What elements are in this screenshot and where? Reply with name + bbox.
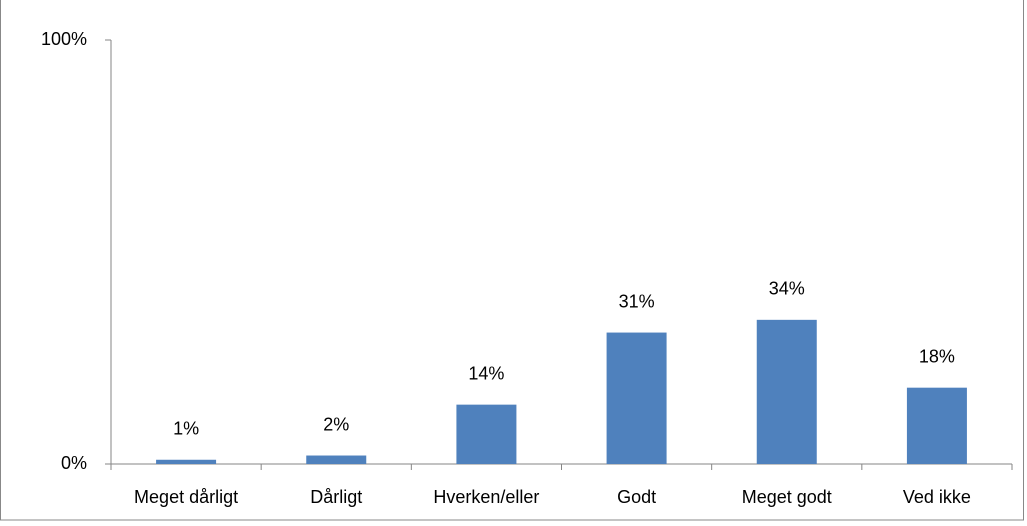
data-label: 1% — [173, 419, 199, 439]
data-label: 34% — [769, 279, 805, 299]
x-tick-label: Dårligt — [310, 487, 362, 507]
y-tick-label: 100% — [41, 29, 87, 49]
x-tick-label: Hverken/eller — [433, 487, 539, 507]
data-label: 2% — [323, 414, 349, 434]
data-label: 14% — [468, 363, 504, 383]
x-tick-label: Godt — [617, 487, 656, 507]
x-tick-label: Meget godt — [742, 487, 832, 507]
bar — [156, 459, 217, 464]
bar — [306, 455, 367, 464]
bar — [456, 404, 517, 464]
data-label: 18% — [919, 346, 955, 366]
bar — [756, 319, 817, 464]
x-tick-label: Meget dårligt — [134, 487, 238, 507]
y-tick-label: 0% — [61, 453, 87, 473]
x-tick-label: Ved ikke — [903, 487, 971, 507]
bar — [606, 332, 667, 464]
data-label: 31% — [619, 291, 655, 311]
bar — [906, 387, 967, 464]
